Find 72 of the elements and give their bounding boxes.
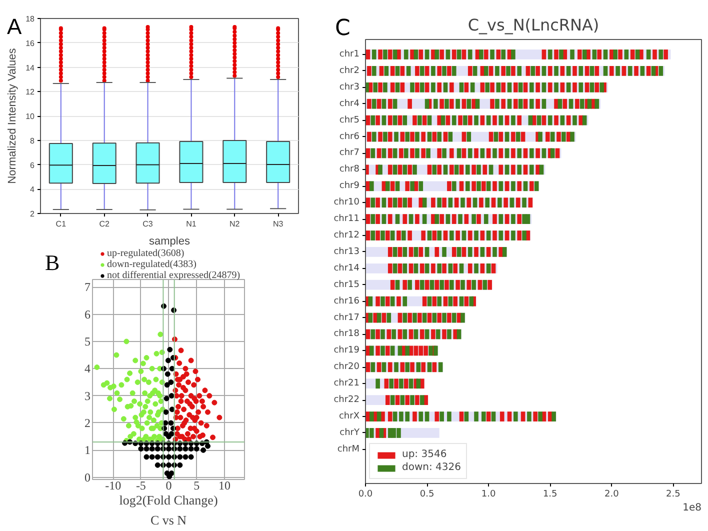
y-tick-label: 2: [84, 416, 90, 430]
x-tick-label: 2.5: [666, 490, 680, 500]
y-tick-label: chr7: [339, 148, 360, 158]
legend-label: up-regulated(3608): [107, 248, 184, 259]
y-tick-label: chr10: [334, 198, 360, 208]
y-tick-label: 7: [84, 280, 90, 294]
y-tick-label: chrX: [338, 412, 360, 422]
y-tick-label: chr2: [339, 66, 360, 76]
legend-label: down-regulated(4383): [107, 259, 196, 270]
legend-label: up: 3546: [402, 449, 447, 460]
x-tick-label: 5: [194, 478, 200, 492]
x-tick-label: N2: [230, 220, 240, 228]
chart-title: C_vs_N(LncRNA): [468, 16, 600, 34]
y-tick-label: 16: [26, 38, 36, 48]
y-tick-label: chr20: [334, 362, 360, 372]
x-tick-label: N3: [272, 220, 284, 228]
y-tick-label: 12: [26, 88, 36, 97]
y-tick-label: chr6: [339, 132, 360, 142]
y-tick-label: 18: [26, 14, 36, 24]
text: 1e8: [682, 502, 702, 514]
x-tick-label: 0.0: [358, 490, 373, 500]
text: C vs N: [150, 512, 188, 528]
y-tick-label: 6: [84, 307, 90, 322]
y-tick-label: chr15: [334, 280, 360, 290]
x-tick-label: -5: [136, 478, 146, 492]
y-tick-label: chr17: [334, 312, 360, 323]
y-tick-label: 6: [30, 160, 36, 170]
x-tick-label: 1.5: [542, 490, 558, 500]
x-tick-label: 10: [218, 478, 230, 492]
x-tick-label: C1: [56, 220, 67, 228]
y-tick-label: chr1: [339, 49, 360, 60]
x-tick-label: 2.0: [604, 490, 620, 500]
x-axis-title: samples: [149, 236, 190, 248]
x-tick-label: 1.0: [481, 490, 496, 500]
text: C: [335, 16, 350, 42]
y-tick-label: chr3: [339, 82, 360, 92]
legend-label: down: 4326: [402, 462, 461, 473]
y-tick-label: chr13: [334, 246, 360, 257]
x-tick-label: 0.5: [420, 490, 434, 500]
y-tick-label: chr16: [334, 296, 360, 306]
y-tick-label: 2: [30, 210, 36, 218]
y-tick-label: chrY: [340, 428, 360, 438]
y-tick-label: 8: [30, 136, 36, 146]
y-tick-label: chr22: [334, 395, 360, 406]
y-tick-label: chr18: [334, 329, 360, 340]
y-tick-label: chr9: [339, 181, 360, 192]
x-axis-title: log2(Fold Change): [119, 492, 218, 508]
y-tick-label: chr4: [339, 98, 360, 109]
y-tick-label: 10: [26, 112, 36, 121]
y-tick-label: chr12: [334, 230, 360, 240]
y-tick-label: 3: [84, 388, 90, 403]
x-tick-label: N1: [186, 220, 197, 228]
x-tick-label: C2: [99, 220, 110, 228]
y-tick-label: 4: [84, 362, 90, 376]
y-tick-label: chr11: [334, 214, 360, 224]
x-tick-label: 0: [166, 478, 172, 492]
x-tick-label: C3: [142, 220, 154, 228]
y-tick-label: chr19: [334, 346, 360, 356]
text: A: [7, 14, 22, 40]
y-tick-label: chrM: [337, 444, 360, 454]
y-tick-label: chr21: [334, 378, 360, 389]
y-tick-label: 14: [26, 63, 36, 72]
y-tick-label: chr5: [339, 115, 360, 126]
x-tick-label: -10: [105, 478, 122, 492]
y-tick-label: 4: [30, 185, 36, 194]
y-tick-label: 5: [84, 334, 90, 348]
y-tick-label: chr8: [339, 164, 360, 175]
y-tick-label: 1: [84, 443, 90, 458]
y-axis-title: Normalized Intensity Values: [6, 48, 19, 184]
y-tick-label: chr14: [334, 263, 360, 274]
text: B: [45, 250, 60, 276]
legend-label: not differential expressed(24879): [107, 270, 240, 281]
